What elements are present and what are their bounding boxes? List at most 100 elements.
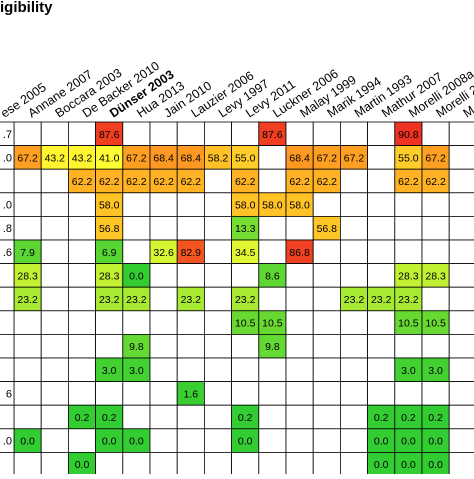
cell-value: 62.2 — [72, 176, 93, 188]
heatmap-cell — [312, 263, 341, 288]
heatmap-cell — [448, 215, 474, 241]
cell-value: 58.2 — [208, 152, 229, 164]
heatmap-cell — [258, 145, 287, 170]
heatmap-cell — [231, 357, 260, 383]
heatmap-cell — [149, 192, 178, 217]
heatmap-cell — [40, 192, 69, 217]
row-edge-value: .0 — [3, 200, 12, 212]
heatmap-cell — [95, 310, 124, 335]
cell-value: 62.2 — [317, 176, 338, 188]
heatmap-cell — [40, 168, 69, 194]
heatmap-cell — [258, 428, 287, 453]
cell-value: 55.0 — [235, 152, 256, 164]
cell-value: 9.8 — [129, 341, 144, 353]
heatmap-cell — [95, 381, 124, 406]
heatmap-cell — [448, 310, 474, 335]
cell-value: 0.0 — [428, 459, 443, 471]
heatmap-cell — [40, 215, 69, 241]
heatmap-cell — [285, 310, 314, 335]
heatmap-cell — [367, 121, 396, 147]
heatmap-cell — [176, 192, 205, 217]
cell-edge — [0, 121, 15, 147]
heatmap-cell — [40, 121, 69, 147]
heatmap-cell — [285, 121, 314, 147]
cell-value: 23.2 — [371, 294, 392, 306]
cell-value: 3.0 — [401, 365, 416, 377]
heatmap-cell — [203, 239, 232, 265]
cell-value: 55.0 — [398, 152, 419, 164]
cell-value: 28.3 — [398, 270, 419, 282]
cell-value: 0.0 — [238, 436, 253, 448]
heatmap-cell — [448, 381, 474, 406]
heatmap-cell — [176, 333, 205, 359]
heatmap-cell — [312, 404, 341, 430]
cell-edge — [0, 168, 15, 194]
heatmap-cell — [421, 381, 450, 406]
heatmap-cell — [122, 404, 151, 430]
heatmap-cell — [13, 121, 42, 147]
heatmap-cell — [149, 428, 178, 453]
heatmap-cell — [312, 428, 341, 453]
cell-value: 56.8 — [99, 223, 120, 235]
heatmap-cell — [394, 333, 423, 359]
cell-value: 0.0 — [75, 459, 90, 471]
heatmap-cell — [149, 381, 178, 406]
cell-value: 9.8 — [265, 341, 280, 353]
cell-value: 67.2 — [317, 152, 338, 164]
cell-value: 6.9 — [102, 247, 117, 259]
heatmap-cell — [231, 263, 260, 288]
heatmap-cell — [68, 428, 97, 453]
heatmap-cell — [312, 451, 341, 477]
cell-value: 0.2 — [428, 412, 443, 424]
heatmap-cell — [448, 451, 474, 477]
heatmap-cell — [68, 310, 97, 335]
heatmap-cell — [339, 404, 368, 430]
heatmap-cell — [312, 286, 341, 312]
heatmap-cell — [231, 333, 260, 359]
cell-value: 68.4 — [153, 152, 174, 164]
cell-edge — [0, 263, 15, 288]
cell-edge — [0, 357, 15, 383]
cell-edge — [0, 381, 15, 406]
heatmap-cell — [149, 357, 178, 383]
heatmap-cell — [285, 215, 314, 241]
heatmap-cell — [176, 357, 205, 383]
heatmap-cell — [122, 381, 151, 406]
heatmap-cell — [68, 286, 97, 312]
cell-edge — [0, 215, 15, 241]
heatmap-cell — [176, 404, 205, 430]
cell-value: 23.2 — [126, 294, 147, 306]
heatmap-cell — [149, 121, 178, 147]
cell-value: 1.6 — [183, 388, 198, 400]
heatmap-cell — [122, 239, 151, 265]
cell-value: 0.0 — [374, 459, 389, 471]
heatmap-cell — [176, 428, 205, 453]
cell-value: 10.5 — [425, 318, 446, 330]
heatmap-cell — [339, 333, 368, 359]
cell-value: 23.2 — [99, 294, 120, 306]
heatmap-cell — [40, 428, 69, 453]
cell-value: 0.2 — [374, 412, 389, 424]
cell-value: 3.0 — [428, 365, 443, 377]
heatmap-cell — [68, 263, 97, 288]
heatmap-cell — [68, 381, 97, 406]
heatmap-cell — [339, 121, 368, 147]
heatmap-cell — [40, 263, 69, 288]
cell-edge — [0, 451, 15, 477]
heatmap-cell — [448, 192, 474, 217]
heatmap-cell — [421, 215, 450, 241]
heatmap-cell — [421, 333, 450, 359]
heatmap-cell — [367, 168, 396, 194]
cell-value: 3.0 — [129, 365, 144, 377]
heatmap-cell — [421, 239, 450, 265]
row-edge-value: 6 — [6, 388, 12, 400]
heatmap-cell — [122, 310, 151, 335]
heatmap-cell — [285, 357, 314, 383]
heatmap-cell — [421, 286, 450, 312]
heatmap-cell — [367, 215, 396, 241]
cell-value: 0.2 — [401, 412, 416, 424]
cell-value: 62.2 — [181, 176, 202, 188]
heatmap-cell — [339, 215, 368, 241]
